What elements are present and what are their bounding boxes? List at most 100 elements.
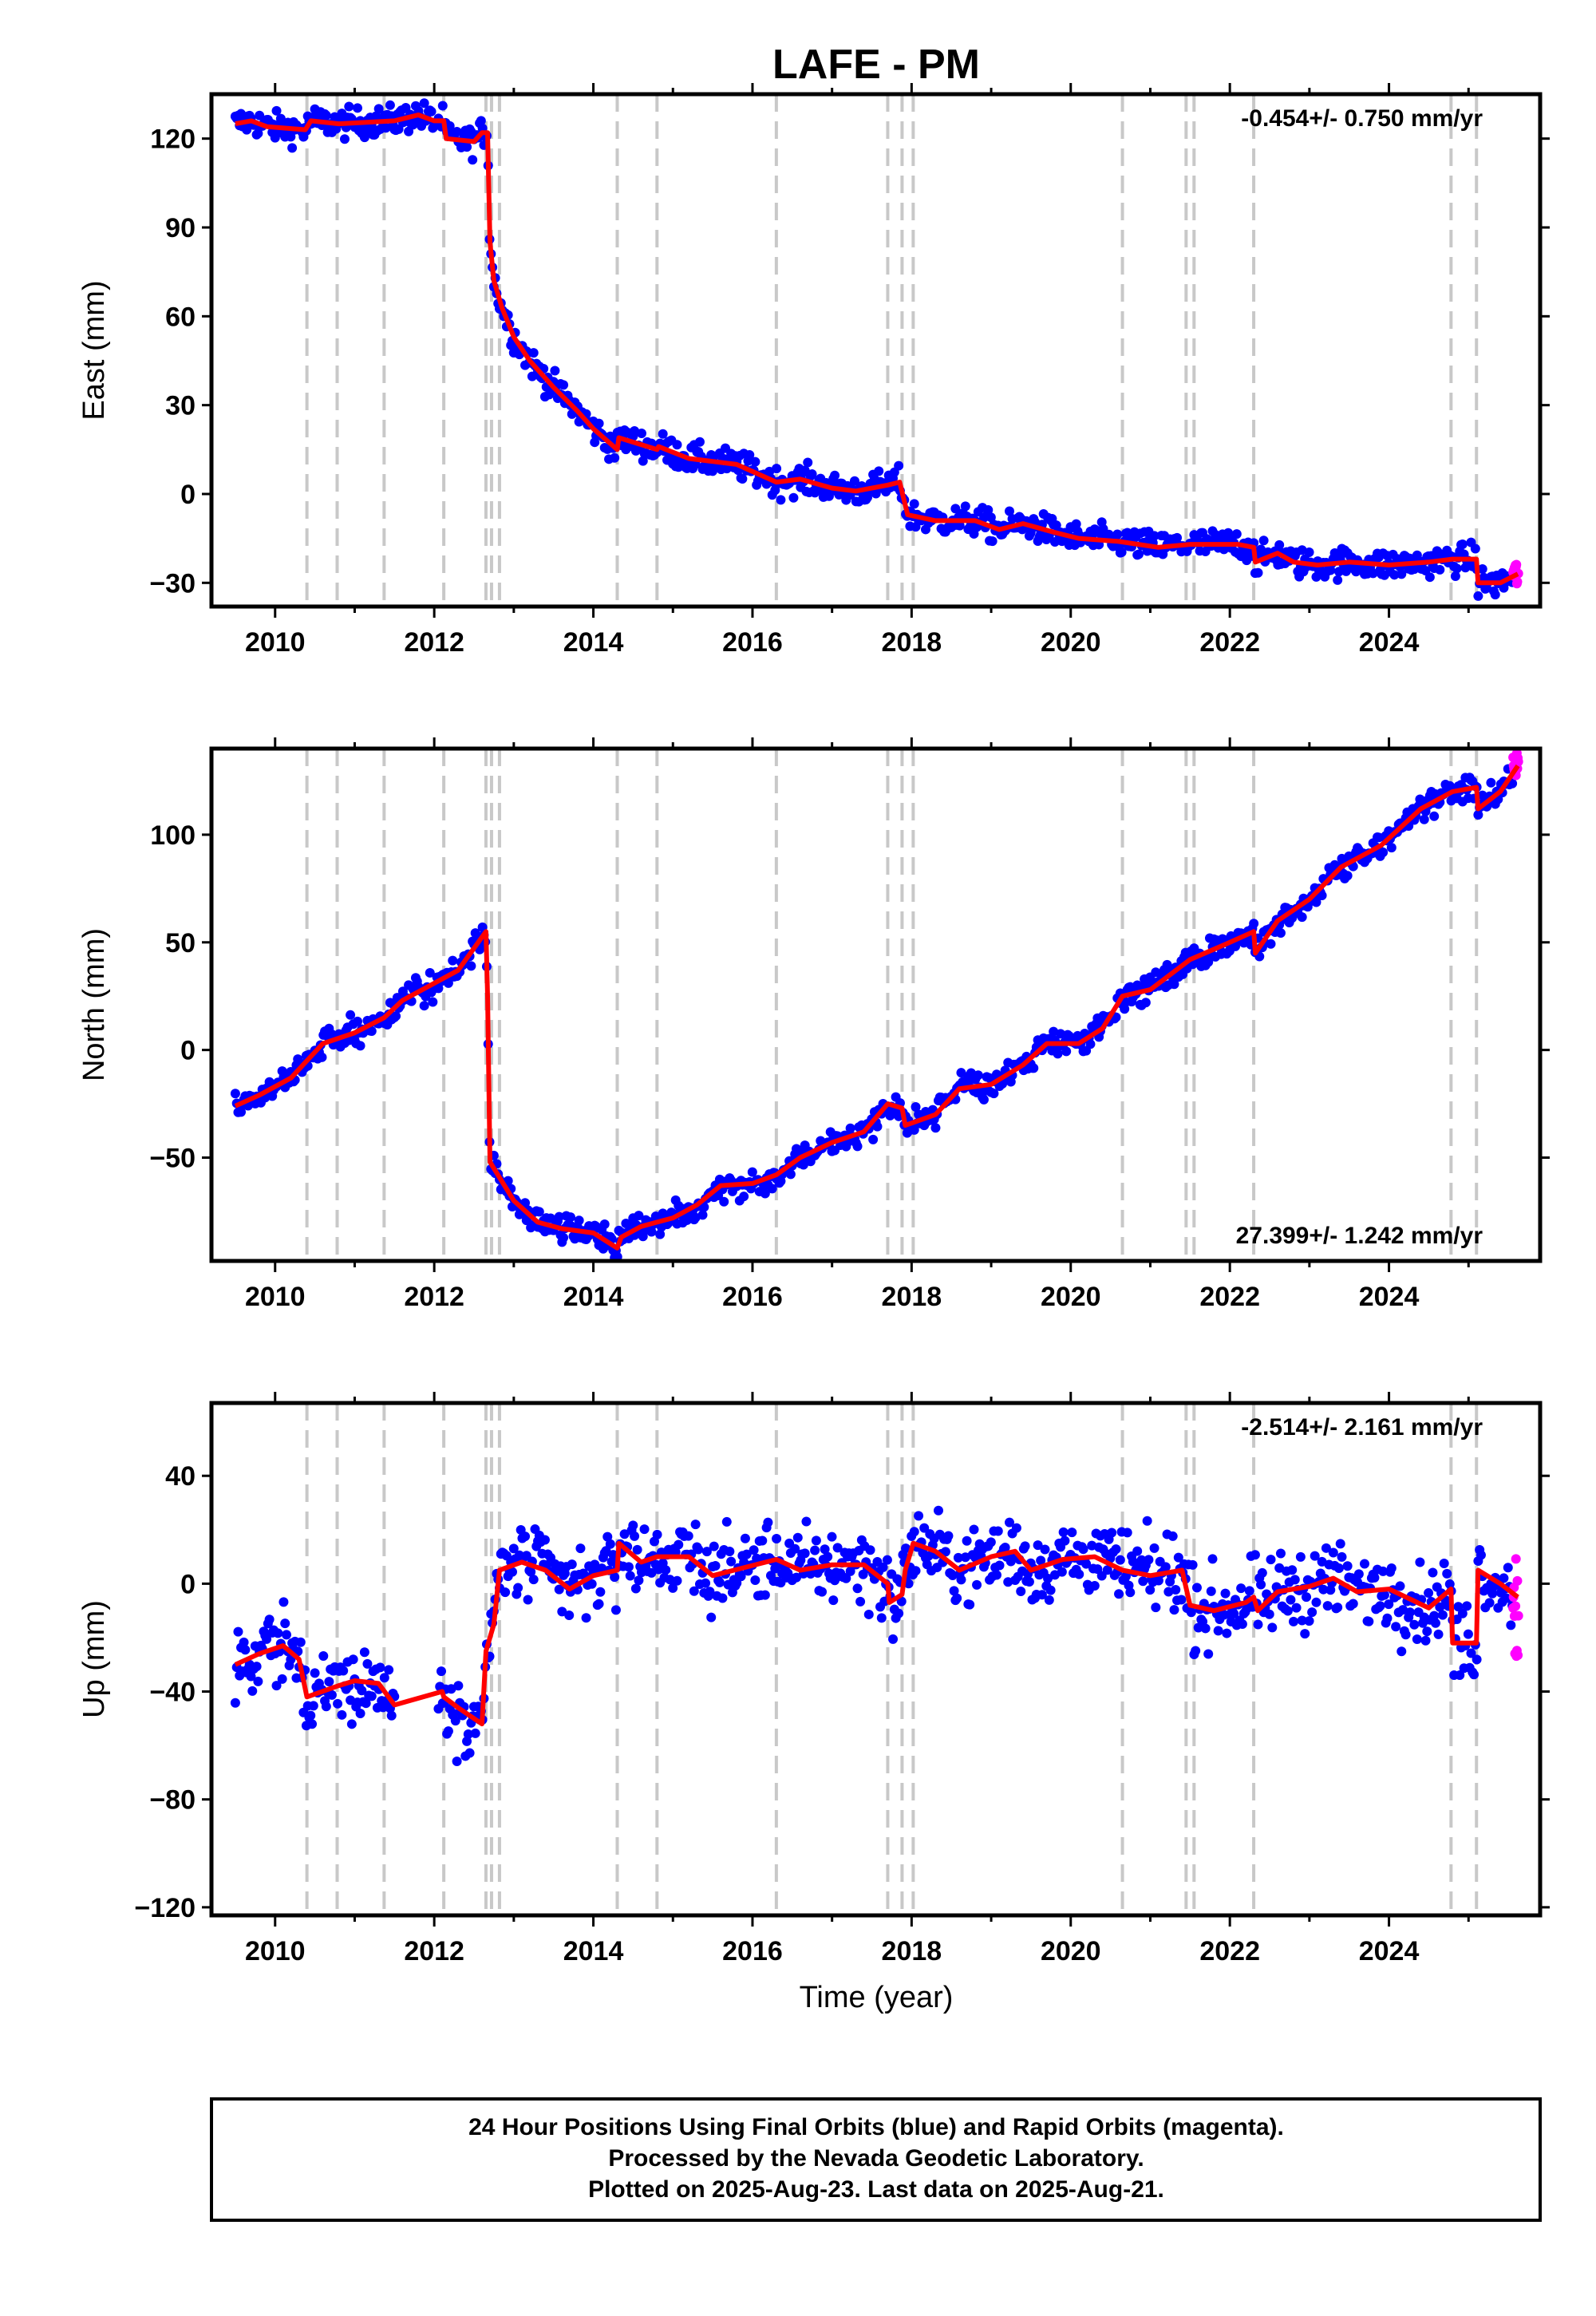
data-point: [810, 488, 820, 498]
data-point: [1111, 1544, 1121, 1555]
y-tick-label: 0: [180, 1036, 196, 1066]
data-point: [528, 1575, 539, 1585]
data-point: [318, 1651, 329, 1662]
data-point: [1424, 572, 1435, 583]
data-point: [1386, 1563, 1396, 1574]
data-point: [391, 1011, 401, 1022]
data-point: [689, 1586, 699, 1596]
data-point: [1160, 1562, 1171, 1572]
data-point: [625, 1571, 635, 1581]
x-tick-label: 2012: [404, 1282, 464, 1312]
data-point: [960, 501, 970, 512]
x-tick-label: 2020: [1041, 1282, 1101, 1312]
data-point: [428, 997, 438, 1007]
data-point: [338, 1666, 349, 1676]
data-point: [287, 143, 298, 153]
data-point: [817, 1587, 828, 1597]
data-point: [1169, 1605, 1179, 1615]
data-point: [630, 1583, 641, 1594]
data-point: [463, 1729, 473, 1740]
data-point: [1207, 1554, 1218, 1564]
data-point: [1236, 1583, 1246, 1594]
data-point: [1395, 1581, 1405, 1591]
data-point: [1203, 957, 1214, 967]
data-point: [706, 1612, 717, 1622]
data-point: [1391, 1622, 1401, 1632]
data-point: [550, 366, 560, 376]
y-tick-label: 50: [165, 928, 196, 958]
rate-annotation: 27.399+/- 1.242 mm/yr: [1236, 1223, 1483, 1249]
data-point: [953, 1552, 963, 1563]
east-panel: −30 0 30 60 90 120 2010 2012 2014 2016 2018 2020 202…: [77, 83, 1550, 658]
data-point: [1415, 1557, 1425, 1567]
data-point: [749, 1545, 759, 1555]
data-point: [745, 449, 755, 460]
data-point: [930, 1123, 941, 1133]
data-point: [1297, 912, 1307, 923]
data-point: [595, 1587, 606, 1597]
data-point: [594, 418, 604, 429]
data-point: [1125, 1587, 1136, 1598]
data-point: [1300, 1629, 1310, 1639]
data-point: [874, 466, 884, 476]
data-point: [240, 1645, 251, 1655]
rapid-point: [1512, 577, 1523, 587]
data-point: [1266, 939, 1276, 949]
data-point: [1222, 1628, 1232, 1638]
data-point: [1382, 1613, 1393, 1623]
data-point: [273, 1628, 283, 1638]
data-point: [770, 485, 780, 496]
data-point: [426, 106, 437, 117]
data-point: [1004, 1517, 1014, 1528]
data-point: [962, 1535, 972, 1546]
data-point: [1442, 1568, 1452, 1579]
data-point: [770, 1563, 780, 1574]
data-point: [1290, 1575, 1300, 1585]
data-point: [1187, 1559, 1198, 1570]
data-point: [1297, 1615, 1307, 1626]
data-point: [1231, 529, 1242, 539]
data-point: [630, 1531, 640, 1541]
data-point: [872, 1121, 883, 1132]
x-tick-label: 2014: [563, 1282, 624, 1312]
data-point: [790, 1543, 800, 1554]
data-point: [1275, 928, 1286, 939]
data-point: [528, 348, 539, 358]
data-point: [255, 110, 265, 121]
data-point: [1085, 1039, 1096, 1049]
data-point: [1213, 1626, 1223, 1636]
data-point: [646, 1227, 657, 1237]
data-point: [1476, 1550, 1486, 1560]
data-point: [763, 1517, 773, 1528]
data-point: [1364, 1616, 1374, 1626]
data-point: [1379, 1590, 1389, 1600]
data-point: [1029, 1063, 1039, 1073]
data-point: [425, 967, 435, 978]
data-point: [750, 456, 760, 467]
data-point: [385, 100, 395, 110]
data-point: [1369, 1572, 1380, 1583]
data-point: [674, 1539, 684, 1550]
data-point: [940, 1547, 950, 1557]
data-point: [1107, 1528, 1117, 1538]
data-point: [911, 1566, 921, 1576]
data-point: [989, 1089, 999, 1099]
data-point: [832, 1543, 843, 1553]
data-point: [344, 101, 354, 112]
data-point: [1429, 1611, 1440, 1621]
data-point: [1060, 1535, 1070, 1546]
data-point: [1257, 1567, 1267, 1578]
plot-area: [211, 1403, 1540, 1915]
data-point: [1462, 1601, 1472, 1611]
data-point: [747, 1167, 757, 1177]
data-point: [1404, 1607, 1415, 1618]
data-point: [373, 104, 384, 114]
data-point: [668, 1583, 678, 1593]
x-tick-label: 2016: [722, 627, 783, 658]
data-point: [253, 128, 263, 139]
data-point: [750, 1575, 760, 1585]
data-point: [1151, 967, 1161, 978]
data-point: [1307, 1607, 1317, 1618]
data-point: [978, 1094, 989, 1105]
data-point: [690, 1520, 701, 1530]
